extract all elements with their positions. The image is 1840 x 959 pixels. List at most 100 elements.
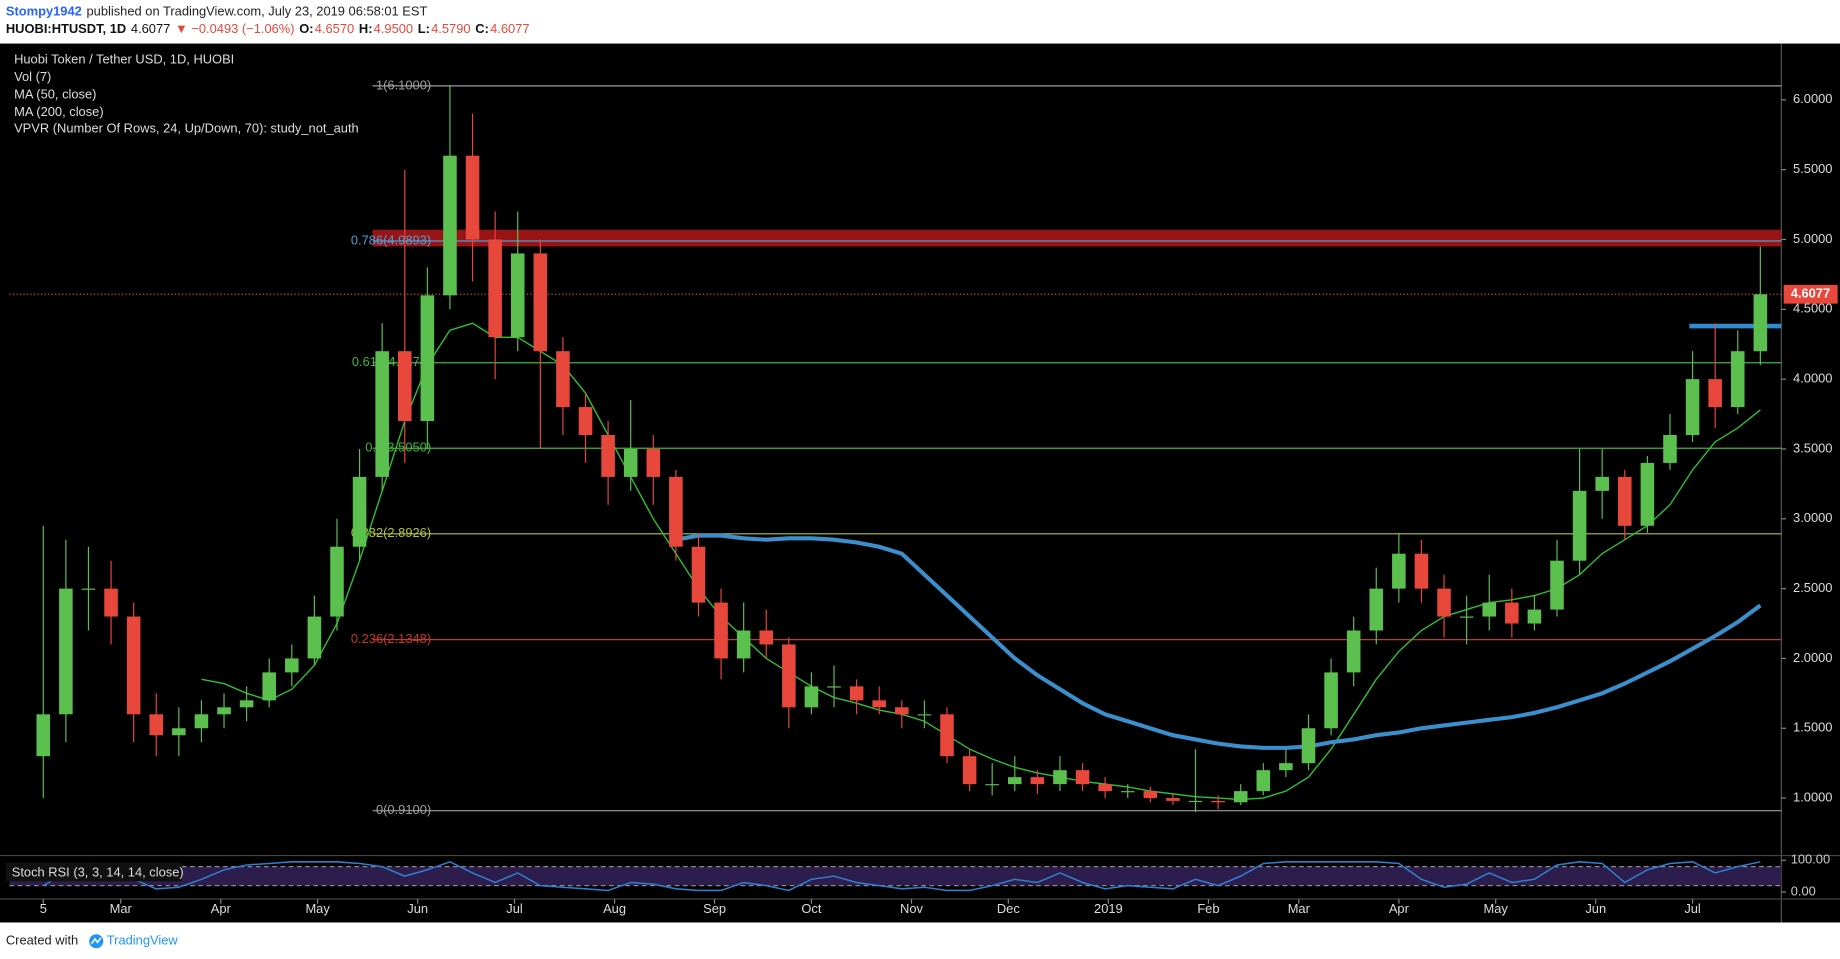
published-text: published on TradingView.com, July 23, 2…	[87, 3, 428, 18]
candle-body	[940, 714, 954, 757]
candle-body	[59, 588, 73, 715]
x-tick-label: Nov	[900, 901, 923, 916]
candle-body	[556, 351, 570, 408]
candle-body	[1120, 791, 1135, 793]
candle-body	[1007, 777, 1022, 785]
x-tick-label: 5	[40, 901, 47, 916]
ohlc-label: H:	[359, 21, 373, 36]
x-tick-label: Sep	[703, 901, 726, 916]
x-tick-label: Jun	[1585, 901, 1606, 916]
candle-body	[1188, 800, 1203, 803]
ohlc-label: L:	[418, 21, 430, 36]
fib-label: 0(0.9100)	[376, 802, 431, 817]
candle-body	[1256, 770, 1271, 792]
x-tick-label: Jul	[1684, 901, 1700, 916]
candle-body	[1166, 798, 1180, 801]
stoch-label-box	[5, 862, 182, 882]
plot: 1(6.1000)0.786(4.9893)0.618(4.1174)0.5(3…	[9, 77, 1787, 904]
stoch-band	[9, 866, 1782, 886]
candle-body	[1324, 672, 1338, 729]
fib-label: 1(6.1000)	[376, 77, 431, 92]
candle-body	[985, 784, 999, 786]
y-tick-label: 4.0000	[1793, 371, 1832, 386]
candle-body	[804, 686, 819, 708]
candle-body	[1414, 553, 1429, 589]
candle-body	[1708, 379, 1722, 408]
y-tick-label: 3.5000	[1793, 440, 1832, 455]
candle-body	[1030, 777, 1045, 785]
footer-text: Created with	[6, 933, 78, 948]
candle-body	[194, 714, 209, 729]
candle-body	[849, 686, 864, 701]
candle-body	[126, 616, 141, 715]
chart-background	[0, 43, 1840, 923]
symbol: HUOBI:HTUSDT, 1D	[6, 21, 126, 36]
candle-body	[1572, 490, 1587, 561]
candle-body	[691, 546, 706, 603]
fib-label: 0.786(4.9893)	[351, 232, 431, 247]
candle-body	[917, 714, 932, 716]
candle-body	[307, 616, 322, 659]
x-tick-label: Oct	[801, 901, 821, 916]
candle-body	[104, 588, 118, 617]
x-tick-label: Feb	[1197, 901, 1219, 916]
candle-body	[1279, 763, 1293, 771]
y-tick-label: 3.0000	[1793, 510, 1832, 525]
ohlc-value: 4.6077	[490, 21, 529, 36]
candle-body	[601, 434, 615, 477]
candle-body	[1369, 588, 1384, 631]
candle-body	[1505, 602, 1519, 624]
x-tick-label: Apr	[211, 901, 232, 916]
candle-body	[782, 644, 796, 708]
candle-body	[646, 448, 661, 477]
candle-body	[736, 630, 751, 659]
ma-label: MA (50, close)	[14, 87, 96, 102]
candle-body	[1233, 791, 1248, 803]
candle-body	[962, 756, 977, 785]
candle-body	[1663, 434, 1677, 463]
x-tick-label: May	[305, 901, 330, 916]
candle-body	[1346, 630, 1361, 673]
candle-body	[533, 253, 548, 352]
ohlc-label: C:	[475, 21, 489, 36]
ohlc-label: O:	[299, 21, 313, 36]
candle-body	[1640, 462, 1655, 526]
y-tick-label: 5.5000	[1793, 161, 1832, 176]
candle-body	[1482, 602, 1497, 617]
candle-body	[375, 351, 389, 477]
footer-brand[interactable]: TradingView	[107, 933, 179, 948]
candle-body	[1595, 476, 1609, 491]
x-tick-label: Apr	[1389, 901, 1410, 916]
candle-body	[827, 686, 841, 688]
candle-body	[488, 239, 502, 338]
candle-body	[217, 707, 231, 715]
x-tick-label: 2019	[1094, 901, 1123, 916]
stoch-tick-label: 100.00	[1791, 852, 1830, 867]
x-tick-label: Jun	[407, 901, 428, 916]
candle-body	[1143, 791, 1158, 799]
candle-body	[81, 588, 96, 590]
candle-body	[330, 546, 344, 617]
candle-body	[1459, 616, 1474, 618]
candle-body	[1527, 609, 1542, 624]
study-label: Vol (7)	[14, 69, 51, 84]
candle-body	[1098, 784, 1112, 792]
stoch-title: Stoch RSI (3, 3, 14, 14, close)	[12, 865, 184, 880]
candle-body	[262, 672, 276, 701]
candle-body	[872, 700, 886, 708]
y-tick-label: 5.0000	[1793, 231, 1832, 246]
ma-label: MA (200, close)	[14, 104, 104, 119]
moving-average	[675, 533, 1762, 750]
x-tick-label: Mar	[110, 901, 133, 916]
x-tick-label: Jul	[506, 901, 522, 916]
y-tick-label: 4.5000	[1793, 301, 1832, 316]
moving-average	[201, 322, 1761, 801]
resistance-zone	[372, 229, 1782, 247]
candle-body	[1437, 588, 1451, 617]
ohlc-value: 4.5790	[431, 21, 470, 36]
chart-title: Huobi Token / Tether USD, 1D, HUOBI	[14, 51, 234, 66]
candle-body	[465, 155, 480, 240]
fib-label: 0.236(2.1348)	[351, 631, 431, 646]
